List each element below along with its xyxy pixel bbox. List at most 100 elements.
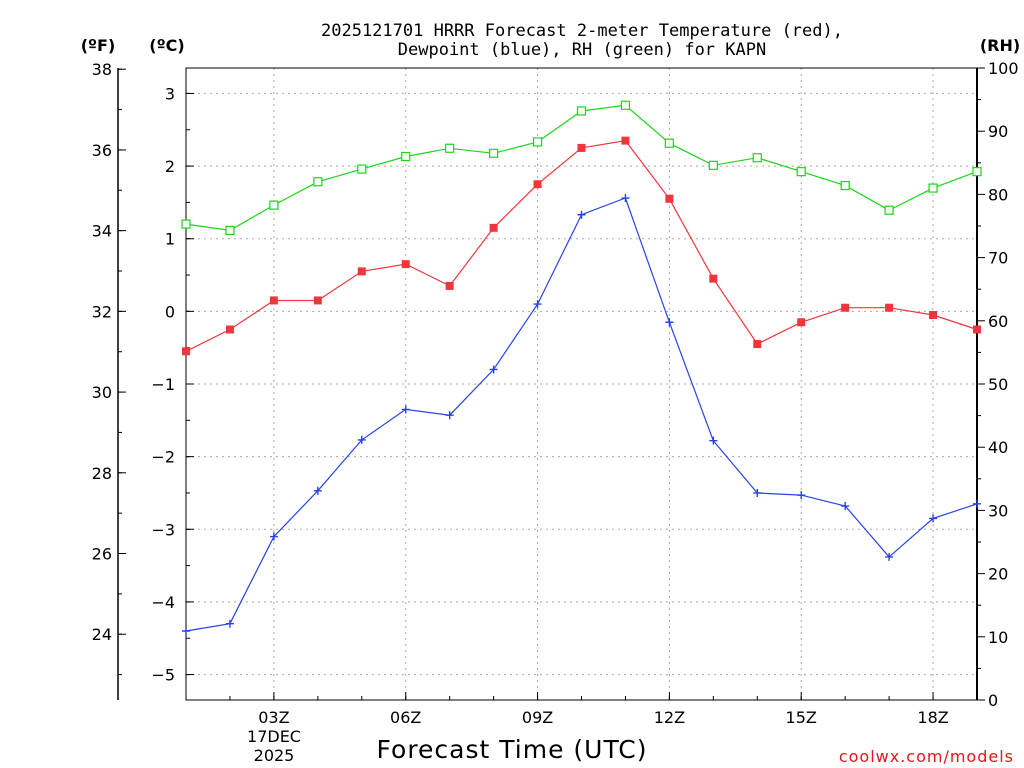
- rh-point: [620, 100, 631, 110]
- dewpoint-point: [621, 194, 630, 203]
- series-temperature: [182, 136, 981, 356]
- time-tick-label: 06Z: [390, 708, 421, 727]
- celsius-tick-label: 2: [165, 157, 175, 176]
- fahrenheit-tick-label: 32: [92, 302, 112, 321]
- time-axis: 03Z 06Z 09Z 12Z 15Z 18Z: [185, 692, 978, 727]
- temperature-point: [182, 347, 190, 356]
- rh-point: [928, 183, 938, 193]
- celsius-tick-label: 3: [165, 84, 175, 103]
- dewpoint-line: [185, 197, 978, 632]
- fahrenheit-tick-label: 26: [92, 545, 112, 564]
- dewpoint-point: [973, 499, 981, 508]
- fahrenheit-tick-label: 24: [92, 625, 112, 644]
- rh-point: [708, 160, 718, 170]
- dewpoint-point: [709, 436, 718, 445]
- dewpoint-point: [313, 486, 322, 495]
- rh-tick-label: 50: [988, 375, 1008, 394]
- temperature-point: [841, 303, 850, 312]
- dewpoint-point: [797, 491, 806, 500]
- rh-tick-label: 20: [988, 565, 1008, 584]
- grid-lines: [186, 68, 977, 700]
- rh-point: [840, 180, 850, 191]
- time-tick-label: 18Z: [917, 708, 948, 727]
- temperature-point: [885, 303, 894, 312]
- temperature-point: [577, 143, 586, 152]
- temperature-line: [185, 139, 978, 352]
- rh-tick-label: 90: [988, 122, 1008, 141]
- rh-point: [445, 143, 455, 153]
- series-rh: [181, 100, 982, 236]
- dewpoint-point: [182, 626, 190, 635]
- rh-tick-label: 70: [988, 249, 1008, 268]
- celsius-tick-label: −3: [151, 520, 175, 539]
- temperature-point: [401, 260, 410, 269]
- x-axis-title: Forecast Time (UTC): [377, 735, 648, 764]
- temperature-point: [753, 340, 762, 349]
- chart-title-line-1: 2025121701 HRRR Forecast 2-meter Tempera…: [321, 21, 843, 41]
- dewpoint-point: [929, 514, 938, 523]
- temperature-point: [269, 296, 278, 305]
- rh-point: [181, 219, 191, 229]
- chart-title-line-2: Dewpoint (blue), RH (green) for KAPN: [398, 40, 766, 60]
- rh-tick-label: 10: [988, 628, 1008, 647]
- rh-point: [664, 138, 674, 148]
- dewpoint-point: [577, 210, 586, 219]
- rh-tick-label: 30: [988, 501, 1008, 520]
- rh-point: [796, 167, 806, 177]
- celsius-tick-label: −2: [151, 448, 175, 467]
- rh-point: [489, 148, 499, 158]
- rh-point: [401, 151, 411, 162]
- temperature-point: [709, 274, 718, 283]
- rh-point: [225, 225, 235, 236]
- rh-point: [576, 106, 587, 116]
- temperature-point: [665, 194, 674, 203]
- temperature-point: [489, 223, 498, 232]
- rh-unit-label: (RH): [980, 36, 1020, 55]
- date-label-year: 2025: [254, 746, 295, 765]
- temperature-point: [357, 267, 366, 276]
- celsius-tick-label: 1: [165, 230, 175, 249]
- celsius-tick-label: 0: [165, 302, 175, 321]
- fahrenheit-axis: 38 36 34 32 30 28 26 24: [92, 60, 126, 700]
- fahrenheit-tick-label: 38: [92, 60, 112, 79]
- rh-point: [269, 200, 279, 210]
- rh-point: [313, 177, 323, 187]
- dewpoint-point: [753, 488, 762, 497]
- series-dewpoint: [182, 194, 981, 635]
- rh-tick-label: 100: [988, 59, 1019, 78]
- rh-point: [532, 137, 543, 147]
- rh-point: [972, 167, 982, 177]
- fahrenheit-unit-label: (ºF): [81, 36, 116, 55]
- fahrenheit-tick-label: 28: [92, 464, 112, 483]
- dewpoint-point: [489, 365, 498, 374]
- dewpoint-point: [357, 435, 366, 444]
- dewpoint-point: [533, 300, 542, 309]
- celsius-unit-label: (ºC): [149, 36, 184, 55]
- temperature-point: [621, 136, 630, 145]
- rh-tick-label: 60: [988, 312, 1008, 331]
- rh-tick-label: 80: [988, 185, 1008, 204]
- celsius-tick-label: −1: [151, 375, 175, 394]
- dewpoint-point: [401, 405, 410, 414]
- fahrenheit-tick-label: 30: [92, 383, 112, 402]
- temperature-point: [973, 325, 981, 334]
- rh-point: [357, 164, 367, 174]
- celsius-tick-label: −4: [151, 593, 175, 612]
- rh-point: [752, 153, 762, 163]
- celsius-tick-label: −5: [151, 666, 175, 685]
- rh-point: [884, 205, 894, 215]
- dewpoint-point: [225, 619, 234, 628]
- date-label-day: 17DEC: [247, 727, 301, 746]
- credit-label: coolwx.com/models: [839, 747, 1014, 766]
- temperature-point: [533, 180, 542, 189]
- series-layer: [181, 100, 982, 635]
- time-tick-label: 09Z: [522, 708, 553, 727]
- temperature-point: [929, 310, 938, 319]
- dewpoint-point: [885, 552, 894, 561]
- temperature-point: [445, 281, 454, 290]
- temperature-point: [225, 325, 234, 334]
- celsius-axis: 3 2 1 0 −1 −2 −3 −4 −5: [151, 84, 194, 685]
- fahrenheit-tick-label: 34: [92, 222, 112, 241]
